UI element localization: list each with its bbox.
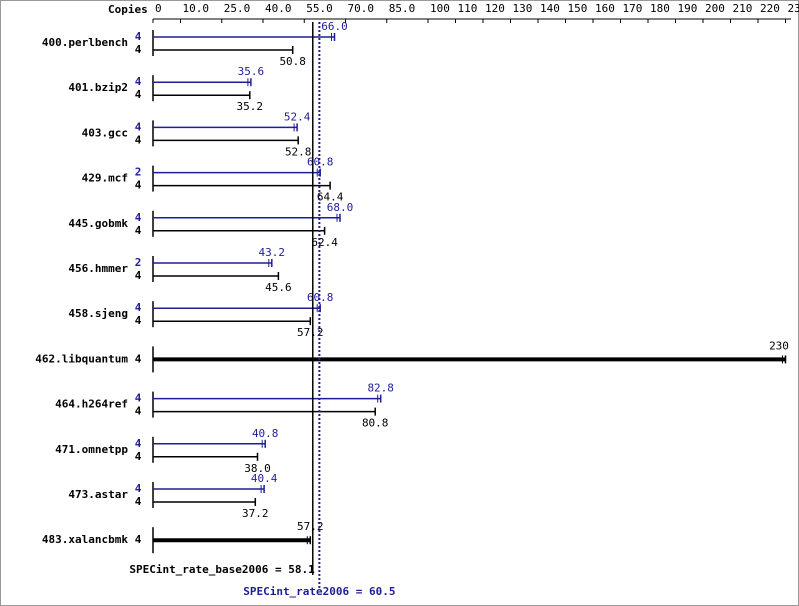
x-tick-label: 230	[788, 2, 799, 15]
copies-label: 4	[135, 224, 142, 237]
x-tick-label: 160	[595, 2, 615, 15]
copies-label: 4	[135, 437, 142, 450]
copies-label: 4	[135, 30, 142, 43]
value-label: 60.8	[307, 291, 334, 304]
copies-label: 4	[135, 352, 142, 365]
x-tick-label: 140	[540, 2, 560, 15]
benchmark-label: 401.bzip2	[68, 81, 128, 94]
benchmark-label: 429.mcf	[82, 172, 128, 185]
value-label: 57.2	[297, 520, 324, 533]
copies-label: 4	[135, 211, 142, 224]
copies-label: 4	[135, 43, 142, 56]
x-tick-label: 220	[760, 2, 780, 15]
x-tick-label: 150	[568, 2, 588, 15]
value-label: 52.4	[284, 110, 311, 123]
benchmark-label: 445.gobmk	[68, 217, 128, 230]
copies-label: 4	[135, 133, 142, 146]
value-label: 40.4	[251, 472, 278, 485]
value-label: 35.2	[237, 100, 264, 113]
benchmark-label: 471.omnetpp	[55, 443, 128, 456]
benchmark-label: 403.gcc	[82, 126, 128, 139]
x-tick-label: 210	[733, 2, 753, 15]
x-tick-label: 200	[705, 2, 725, 15]
value-label: 35.6	[238, 65, 265, 78]
value-label: 82.8	[367, 382, 394, 395]
x-tick-label: 70.0	[348, 2, 375, 15]
copies-label: 4	[135, 392, 142, 405]
benchmark-label: 456.hmmer	[68, 262, 128, 275]
value-label: 45.6	[265, 281, 292, 294]
value-label: 37.2	[242, 507, 269, 520]
value-label: 68.0	[327, 201, 354, 214]
copies-label: 4	[135, 314, 142, 327]
benchmark-label: 462.libquantum	[35, 352, 128, 365]
value-label: 52.8	[285, 145, 312, 158]
copies-label: 4	[135, 495, 142, 508]
value-label: 64.4	[317, 191, 344, 204]
x-tick-label: 40.0	[265, 2, 292, 15]
copies-label: 4	[135, 533, 142, 546]
value-label: 43.2	[259, 246, 286, 259]
value-label: 62.4	[311, 236, 338, 249]
copies-label: 4	[135, 450, 142, 463]
copies-label: 4	[135, 88, 142, 101]
benchmark-label: 458.sjeng	[68, 307, 128, 320]
value-label: 38.0	[244, 462, 271, 475]
reference-label: SPECint_rate2006 = 60.5	[243, 585, 395, 598]
benchmark-label: 483.xalancbmk	[42, 533, 128, 546]
value-label: 230	[769, 339, 789, 352]
x-tick-label: 180	[650, 2, 670, 15]
x-tick-label: 130	[513, 2, 533, 15]
value-label: 80.8	[362, 417, 389, 430]
copies-label: 2	[135, 256, 142, 269]
reference-label: SPECint_rate_base2006 = 58.1	[129, 563, 315, 576]
copies-label: 4	[135, 301, 142, 314]
copies-label: 4	[135, 405, 142, 418]
x-tick-label: 170	[623, 2, 643, 15]
x-tick-label: 10.0	[183, 2, 210, 15]
copies-header: Copies	[108, 3, 148, 16]
copies-label: 4	[135, 179, 142, 192]
x-tick-label: 190	[678, 2, 698, 15]
copies-label: 4	[135, 482, 142, 495]
x-tick-label: 55.0	[306, 2, 333, 15]
benchmark-label: 473.astar	[68, 488, 128, 501]
value-label: 57.2	[297, 326, 324, 339]
value-label: 66.0	[321, 20, 348, 33]
x-tick-label: 120	[485, 2, 505, 15]
x-tick-label: 100	[430, 2, 450, 15]
copies-label: 2	[135, 166, 142, 179]
copies-label: 4	[135, 75, 142, 88]
x-tick-label: 0	[155, 2, 162, 15]
x-tick-label: 25.0	[224, 2, 251, 15]
value-label: 50.8	[279, 55, 306, 68]
benchmark-label: 400.perlbench	[42, 36, 128, 49]
copies-label: 4	[135, 269, 142, 282]
x-tick-label: 85.0	[389, 2, 416, 15]
value-label: 40.8	[252, 427, 279, 440]
x-tick-label: 110	[458, 2, 478, 15]
benchmark-label: 464.h264ref	[55, 398, 128, 411]
copies-label: 4	[135, 120, 142, 133]
